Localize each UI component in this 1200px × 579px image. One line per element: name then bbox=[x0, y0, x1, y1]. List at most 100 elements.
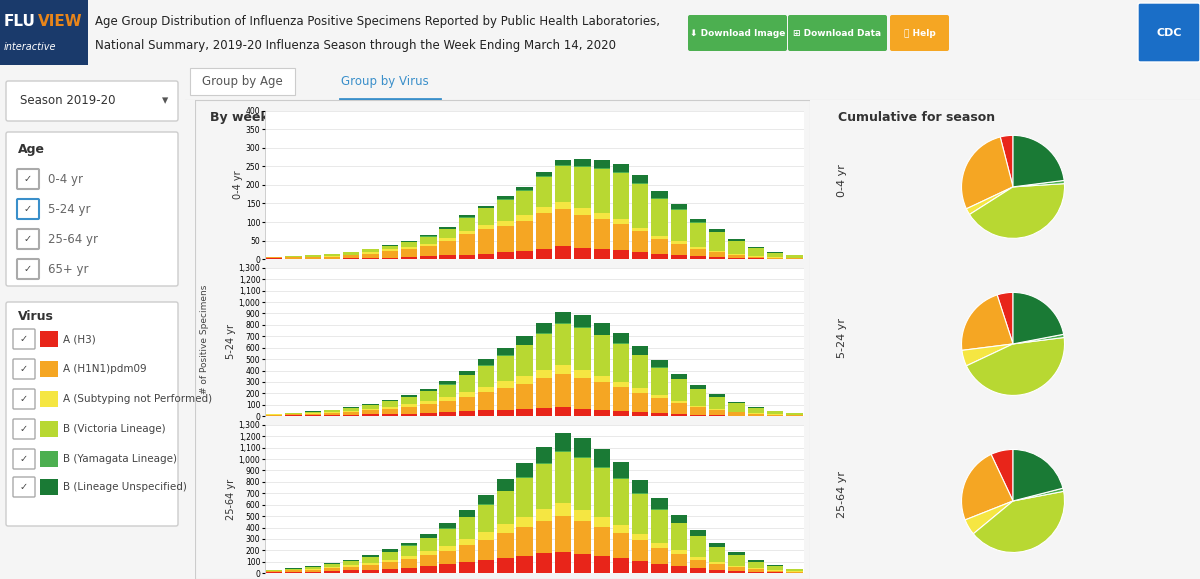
Bar bbox=[478, 254, 494, 259]
Bar bbox=[439, 239, 456, 241]
Bar bbox=[671, 373, 686, 379]
Bar bbox=[516, 336, 533, 345]
Bar bbox=[728, 555, 745, 566]
Bar bbox=[324, 563, 341, 564]
Bar bbox=[535, 172, 552, 177]
Text: B (Yamagata Lineage): B (Yamagata Lineage) bbox=[64, 454, 178, 464]
Bar bbox=[671, 209, 686, 210]
Bar bbox=[556, 452, 571, 503]
Wedge shape bbox=[970, 184, 1064, 239]
Bar bbox=[535, 177, 552, 207]
Bar bbox=[266, 415, 282, 416]
Bar bbox=[478, 392, 494, 411]
Bar bbox=[458, 255, 475, 259]
FancyBboxPatch shape bbox=[6, 81, 178, 121]
Bar bbox=[343, 570, 360, 573]
Bar bbox=[575, 328, 590, 370]
Bar bbox=[632, 561, 648, 573]
Bar bbox=[497, 382, 514, 388]
Text: ✓: ✓ bbox=[20, 454, 28, 464]
Bar bbox=[690, 568, 707, 573]
Wedge shape bbox=[961, 455, 1013, 520]
Bar bbox=[709, 415, 726, 416]
Y-axis label: 5-24 yr: 5-24 yr bbox=[226, 324, 236, 360]
Bar bbox=[516, 477, 533, 478]
Wedge shape bbox=[1013, 135, 1064, 187]
Bar bbox=[632, 231, 648, 252]
Bar bbox=[652, 239, 667, 254]
Bar bbox=[535, 370, 552, 378]
FancyBboxPatch shape bbox=[788, 15, 887, 51]
Bar bbox=[478, 532, 494, 540]
Text: ✓: ✓ bbox=[20, 364, 28, 374]
Wedge shape bbox=[966, 187, 1013, 214]
Bar bbox=[535, 554, 552, 573]
Text: ⓘ Help: ⓘ Help bbox=[904, 28, 935, 38]
Wedge shape bbox=[1013, 292, 1063, 344]
Text: 25-64 yr: 25-64 yr bbox=[836, 471, 847, 518]
Bar bbox=[690, 389, 707, 406]
Bar bbox=[671, 255, 686, 259]
Bar bbox=[728, 254, 745, 255]
Bar bbox=[362, 405, 379, 409]
Bar bbox=[652, 199, 667, 236]
Bar bbox=[420, 245, 437, 256]
Bar bbox=[516, 517, 533, 527]
Bar bbox=[343, 565, 360, 567]
Bar bbox=[362, 411, 379, 415]
Text: 65+ yr: 65+ yr bbox=[48, 262, 89, 276]
Text: ✓: ✓ bbox=[20, 334, 28, 344]
FancyBboxPatch shape bbox=[688, 15, 787, 51]
Bar bbox=[613, 479, 629, 525]
Bar bbox=[401, 546, 418, 556]
Bar bbox=[497, 479, 514, 490]
Bar bbox=[632, 183, 648, 184]
Bar bbox=[709, 570, 726, 573]
Bar bbox=[709, 257, 726, 259]
Bar bbox=[613, 344, 629, 382]
Bar bbox=[343, 412, 360, 415]
Bar bbox=[458, 234, 475, 255]
FancyBboxPatch shape bbox=[13, 419, 35, 439]
Bar bbox=[439, 551, 456, 565]
Text: Season 2019-20: Season 2019-20 bbox=[20, 94, 115, 108]
Bar bbox=[556, 365, 571, 374]
Bar bbox=[556, 433, 571, 451]
Bar bbox=[652, 236, 667, 239]
Bar bbox=[613, 411, 629, 416]
Bar bbox=[362, 404, 379, 405]
Bar bbox=[362, 409, 379, 411]
Text: interactive: interactive bbox=[4, 42, 56, 52]
Bar bbox=[690, 256, 707, 259]
Text: A (H3): A (H3) bbox=[64, 334, 96, 344]
Wedge shape bbox=[973, 492, 1064, 552]
Bar bbox=[497, 226, 514, 252]
Bar bbox=[575, 327, 590, 328]
Bar bbox=[652, 395, 667, 398]
Wedge shape bbox=[1013, 334, 1064, 344]
Text: Group by Age: Group by Age bbox=[202, 75, 282, 89]
Bar bbox=[343, 561, 360, 565]
Text: ✓: ✓ bbox=[24, 234, 32, 244]
Bar bbox=[767, 415, 784, 416]
Bar bbox=[728, 402, 745, 403]
Bar bbox=[652, 564, 667, 573]
Bar bbox=[728, 567, 745, 571]
FancyBboxPatch shape bbox=[17, 199, 38, 219]
Bar bbox=[748, 408, 764, 413]
Bar bbox=[632, 228, 648, 231]
Bar bbox=[382, 559, 398, 562]
Bar bbox=[286, 413, 301, 414]
Bar bbox=[535, 323, 552, 333]
Bar bbox=[556, 165, 571, 166]
Bar bbox=[556, 552, 571, 573]
Bar bbox=[671, 401, 686, 403]
Bar bbox=[478, 206, 494, 208]
Bar bbox=[594, 383, 610, 410]
Text: 5-24 yr: 5-24 yr bbox=[836, 318, 847, 358]
Bar bbox=[305, 412, 320, 413]
Bar bbox=[497, 221, 514, 226]
Bar bbox=[575, 215, 590, 248]
Bar bbox=[516, 409, 533, 416]
Bar bbox=[652, 360, 667, 367]
